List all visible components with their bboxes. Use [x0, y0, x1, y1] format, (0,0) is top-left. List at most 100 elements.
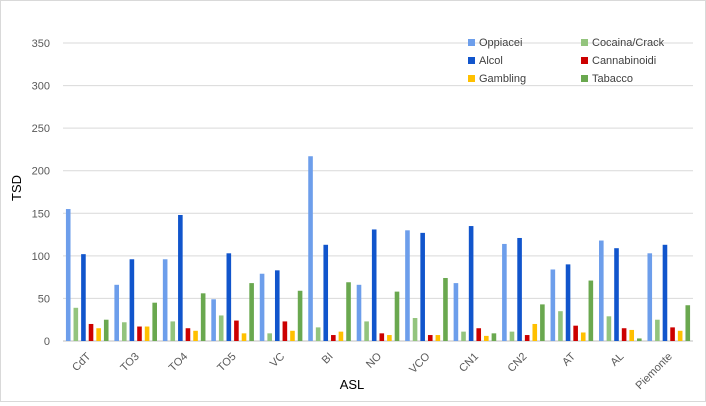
bar [73, 307, 79, 341]
legend-label: Cannabinoidi [592, 55, 656, 67]
bar [580, 332, 586, 341]
legend-label: Oppiacei [479, 37, 522, 49]
x-axis: CdT TO3 TO4 TO5 VC BI NO VCO CN1 CN2 AT AL Piemonte [70, 350, 675, 392]
bar [226, 253, 232, 341]
y-tick-label: 250 [32, 123, 50, 135]
bar [476, 328, 482, 341]
legend-swatch [468, 39, 475, 46]
bar [331, 335, 336, 341]
x-tick-label: VCO [407, 350, 433, 376]
bar [427, 335, 433, 341]
bar [606, 316, 612, 341]
x-tick-label: CN1 [457, 351, 481, 375]
bar [81, 254, 86, 341]
bar [502, 243, 507, 341]
bar [282, 321, 288, 341]
bar [565, 264, 571, 341]
bar [517, 237, 522, 341]
bar [588, 280, 594, 341]
bar [170, 321, 176, 341]
bar [540, 304, 545, 341]
bar [573, 325, 578, 341]
bar [162, 259, 168, 341]
x-tick-label: VC [268, 351, 287, 370]
y-tick-label: 150 [32, 208, 50, 220]
bar [114, 284, 119, 341]
y-tick-label: 200 [32, 166, 50, 178]
y-tick-label: 300 [32, 81, 50, 93]
bar [234, 320, 239, 341]
bar [178, 214, 183, 341]
bar [524, 335, 530, 341]
x-tick-label: TO5 [215, 351, 238, 374]
bar [371, 229, 377, 341]
y-tick-label: 350 [32, 38, 50, 50]
y-axis: 0 50 100 150 200 250 300 350 [32, 38, 50, 348]
bar [218, 315, 224, 341]
legend-swatch [468, 75, 475, 82]
bar [655, 319, 660, 341]
bar [677, 330, 683, 341]
bar [308, 156, 313, 341]
bar [249, 283, 254, 341]
bar [443, 277, 448, 341]
bar [152, 302, 157, 341]
bar [647, 253, 653, 341]
legend-swatch [581, 39, 588, 46]
bar [211, 299, 216, 341]
legend-swatch [581, 75, 588, 82]
bar [558, 311, 563, 341]
bar [509, 331, 515, 341]
bar [297, 290, 303, 341]
bar [241, 333, 247, 341]
bar [468, 226, 474, 341]
legend-swatch [468, 57, 475, 64]
bar [323, 244, 329, 341]
bar [435, 335, 441, 341]
bar [356, 284, 362, 341]
bar [599, 240, 604, 341]
bar [193, 330, 198, 341]
bar [259, 273, 265, 341]
x-tick-label: TO3 [118, 351, 141, 374]
bar [491, 333, 497, 341]
bar [405, 230, 410, 341]
bar [185, 328, 191, 341]
bar [88, 323, 94, 341]
bar [65, 209, 71, 341]
bar [461, 331, 466, 341]
bar [379, 333, 385, 341]
bar [338, 331, 344, 341]
x-tick-label: CN2 [505, 351, 529, 375]
bar [394, 291, 400, 341]
bar [274, 270, 280, 341]
bar [621, 328, 627, 341]
bar [290, 330, 295, 341]
gridlines [63, 42, 693, 342]
bar [387, 335, 392, 341]
y-axis-label: TSD [9, 175, 24, 201]
bar [267, 333, 272, 341]
bars [65, 156, 691, 341]
legend-label: Alcol [479, 55, 503, 67]
bar [144, 326, 150, 341]
bar [685, 305, 691, 341]
bar [412, 318, 418, 341]
bar [346, 282, 351, 341]
bar [614, 248, 619, 341]
bar [670, 327, 675, 341]
bar [200, 293, 206, 341]
x-axis-label: ASL [340, 377, 365, 392]
legend-label: Cocaina/Crack [592, 37, 665, 49]
bar [315, 327, 321, 341]
x-tick-label: BI [320, 351, 336, 367]
bar [129, 259, 135, 341]
legend-label: Tabacco [592, 73, 633, 85]
bar [629, 329, 635, 341]
x-tick-label: Piemonte [634, 351, 675, 392]
legend-label: Gambling [479, 73, 526, 85]
legend: Oppiacei Cocaina/Crack Alcol Cannabinoidi Ga… [468, 37, 665, 85]
legend-swatch [581, 57, 588, 64]
